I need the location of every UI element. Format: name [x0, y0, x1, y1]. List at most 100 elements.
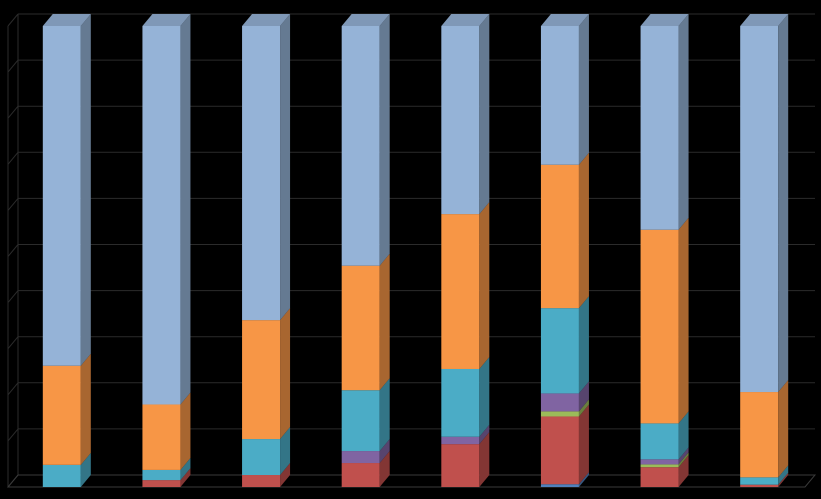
bar-segment-front [540, 393, 579, 412]
bar-segment-front [42, 464, 81, 487]
gridline-depth [7, 105, 19, 119]
bar-segment-front [441, 436, 480, 445]
bar-segment-front [441, 26, 480, 215]
bar-segment-side [778, 380, 789, 478]
bar-segment-front [540, 26, 579, 165]
bar-segment-side [678, 411, 689, 460]
bar-stack-4 [341, 14, 390, 487]
bar-stacks [42, 14, 789, 487]
bar-segment-front [640, 26, 679, 230]
bar-segment-front [441, 444, 480, 487]
bar-segment-front [640, 464, 679, 468]
bar-segment-front [540, 411, 579, 417]
gridline-depth [7, 59, 19, 73]
bar-stack-7 [640, 14, 689, 487]
bar-stack-3 [242, 14, 291, 487]
bar-segment-front [242, 26, 281, 321]
bar-segment-side [379, 14, 390, 266]
bar-segment-side [778, 472, 789, 487]
bar-segment-side [280, 463, 291, 487]
bar-segment-side [379, 378, 390, 452]
bar-segment-side [578, 14, 589, 165]
bar-segment-front [242, 475, 281, 487]
bar-segment-front [441, 214, 480, 369]
bar-segment-front [42, 365, 81, 465]
bar-segment-side [379, 253, 390, 391]
bar-segment-front [341, 451, 380, 464]
bar-segment-front [640, 459, 679, 465]
bar-segment-front [341, 463, 380, 487]
bar-segment-front [540, 308, 579, 394]
gridline-depth [7, 290, 19, 303]
bar-top [640, 14, 689, 26]
bar-top [142, 14, 191, 26]
bar-top [441, 14, 490, 26]
bar-top [341, 14, 390, 26]
bar-segment-side [578, 404, 589, 485]
bar-segment-front [242, 439, 281, 476]
bar-top [540, 14, 589, 26]
bar-segment-front [341, 26, 380, 266]
bar-segment-front [42, 26, 81, 366]
gridline-depth [7, 336, 19, 350]
bar-segment-side [578, 296, 589, 394]
bar-segment-side [180, 392, 191, 470]
bar-segment-front [540, 484, 579, 487]
bar-segment-side [180, 14, 191, 405]
bar-segment-side [578, 472, 589, 487]
bar-segment-side [280, 308, 291, 440]
bar-top [740, 14, 789, 26]
bar-segment-side [80, 452, 91, 487]
bar-segment-side [678, 455, 689, 487]
gridline-depth [7, 13, 19, 27]
bar-segment-side [678, 447, 689, 465]
bar-segment-front [142, 404, 181, 470]
bar-segment-front [142, 480, 181, 487]
bar-top [42, 14, 91, 26]
bar-segment-side [80, 14, 91, 366]
bar-segment-side [379, 451, 390, 487]
gridline-depth [7, 198, 19, 211]
bar-segment-side [280, 14, 291, 321]
bar-stack-6 [540, 14, 589, 487]
bar-segment-side [479, 356, 490, 437]
bar-stack-1 [42, 14, 91, 487]
gridline-depth [7, 428, 19, 442]
bar-segment-side [578, 399, 589, 417]
bar-segment-side [479, 14, 490, 215]
floor [6, 474, 817, 488]
bar-segment-front [740, 484, 779, 487]
bar-segment-side [180, 457, 191, 481]
bar-stack-5 [441, 14, 490, 487]
bar-segment-side [479, 424, 490, 445]
bar-segment-side [778, 14, 789, 393]
bar-segment-front [540, 164, 579, 309]
bar-segment-front [740, 392, 779, 478]
bar-segment-front [142, 26, 181, 405]
bar-segment-side [678, 217, 689, 424]
bar-segment-front [142, 469, 181, 481]
bar-segment-front [740, 26, 779, 393]
bar-segment-front [740, 477, 779, 485]
bar-segment-side [578, 381, 589, 412]
bar-segment-side [379, 439, 390, 464]
bar-segment-side [479, 432, 490, 487]
gridline-depth [7, 151, 19, 165]
bar-segment-side [678, 452, 689, 468]
bar-segment-front [640, 467, 679, 487]
bar-top [242, 14, 291, 26]
bar-segment-front [242, 320, 281, 440]
bar-segment-side [778, 465, 789, 485]
bar-segment-front [540, 416, 579, 485]
bar-segment-front [341, 265, 380, 391]
bar-segment-side [678, 14, 689, 230]
bar-segment-side [80, 353, 91, 465]
gridline-depth [7, 244, 19, 257]
bar-segment-side [180, 468, 191, 487]
bar-segment-side [578, 152, 589, 309]
chart-frame [6, 13, 817, 488]
bar-segment-side [479, 202, 490, 369]
bar-segment-front [640, 423, 679, 460]
bar-segment-front [640, 229, 679, 424]
